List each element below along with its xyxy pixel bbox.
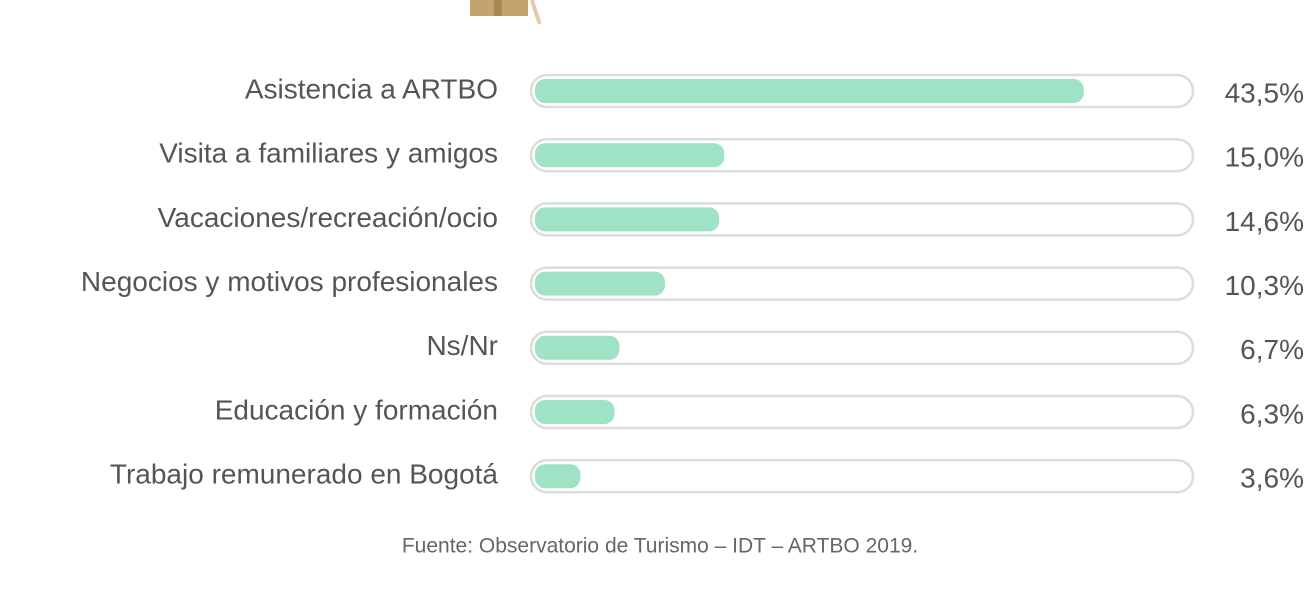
- value-label: 14,6%: [1225, 206, 1304, 237]
- category-label: Visita a familiares y amigos: [159, 138, 498, 169]
- bar: [535, 400, 615, 424]
- category-label: Asistencia a ARTBO: [245, 73, 498, 104]
- value-label: 3,6%: [1240, 463, 1304, 494]
- category-label: Vacaciones/recreación/ocio: [158, 202, 498, 233]
- value-label: 43,5%: [1225, 77, 1304, 108]
- value-label: 6,3%: [1240, 398, 1304, 429]
- source-note: Fuente: Observatorio de Turismo – IDT – …: [402, 535, 918, 558]
- category-label: Educación y formación: [215, 394, 498, 425]
- value-label: 15,0%: [1225, 142, 1304, 173]
- bar: [535, 79, 1084, 103]
- bar: [535, 271, 665, 296]
- bar-track: [529, 330, 1195, 366]
- bar-track: [529, 394, 1195, 430]
- category-label: Trabajo remunerado en Bogotá: [110, 459, 499, 490]
- illustration: [470, 0, 542, 25]
- bar-track: [529, 458, 1195, 494]
- bar: [535, 143, 725, 168]
- bar-track: [529, 266, 1195, 301]
- bar: [535, 464, 581, 489]
- value-label: 6,7%: [1240, 334, 1304, 365]
- category-label: Negocios y motivos profesionales: [81, 266, 498, 297]
- value-label: 10,3%: [1225, 270, 1304, 301]
- bar: [535, 335, 620, 360]
- bar: [535, 207, 720, 232]
- category-label: Ns/Nr: [426, 330, 498, 361]
